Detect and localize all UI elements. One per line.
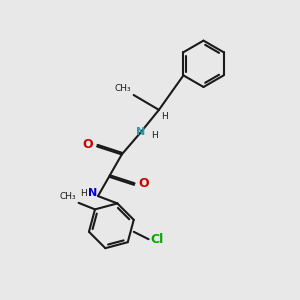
Text: H: H (161, 112, 168, 121)
Text: H: H (151, 130, 158, 140)
Text: CH₃: CH₃ (60, 192, 76, 201)
Text: H: H (80, 189, 87, 198)
Text: O: O (139, 177, 149, 190)
Text: CH₃: CH₃ (115, 84, 131, 93)
Text: O: O (82, 138, 93, 151)
Text: N: N (136, 127, 145, 137)
Text: Cl: Cl (150, 233, 164, 246)
Text: N: N (88, 188, 98, 198)
